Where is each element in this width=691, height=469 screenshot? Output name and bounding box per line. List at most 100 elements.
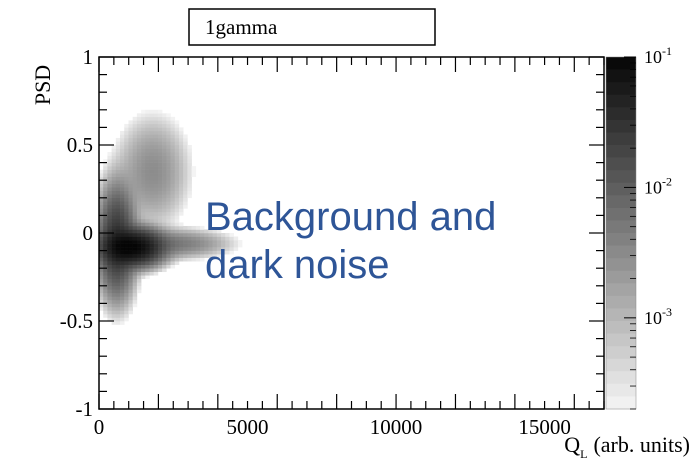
heatmap-cell [221, 233, 226, 237]
heatmap-cell [99, 236, 104, 241]
heatmap-cell [99, 303, 104, 308]
heatmap-cell [132, 166, 138, 170]
heatmap-cell [145, 190, 150, 195]
colorbar-tick-label: 10-3 [644, 305, 672, 328]
heatmap-cell [166, 243, 171, 248]
heatmap-cell [120, 169, 125, 174]
heatmap-cell [153, 120, 159, 125]
heatmap-cell [162, 247, 167, 251]
heatmap-cell [128, 218, 133, 223]
heatmap-cell [187, 173, 192, 177]
heatmap-cell [111, 233, 117, 237]
heatmap-cell [183, 201, 188, 206]
heatmap-cell [136, 123, 142, 128]
heatmap-cell [233, 236, 239, 241]
heatmap-cell [124, 240, 129, 244]
heatmap-cell [136, 211, 142, 216]
heatmap-cell [178, 130, 184, 135]
heatmap-cell [149, 120, 155, 125]
heatmap-cell [115, 222, 121, 227]
heatmap-cell [153, 113, 159, 118]
heatmap-cell [136, 176, 142, 181]
heatmap-cell [132, 250, 138, 255]
heatmap-cell [132, 285, 138, 290]
heatmap-cell [145, 201, 150, 206]
heatmap-cell [166, 236, 171, 241]
heatmap-cell [124, 296, 129, 301]
heatmap-cell [107, 152, 112, 156]
heatmap-cell [162, 261, 167, 265]
heatmap-cell [183, 159, 188, 163]
heatmap-cell [153, 155, 159, 160]
heatmap-cell [178, 152, 184, 156]
heatmap-cell [103, 275, 108, 280]
heatmap-cell [141, 145, 146, 149]
heatmap-cell [157, 113, 163, 118]
heatmap-cell [99, 271, 104, 276]
heatmap-cell [174, 240, 180, 244]
heatmap-cell [111, 275, 117, 280]
heatmap-cell [120, 162, 125, 167]
heatmap-cell [111, 261, 117, 265]
heatmap-cell [111, 236, 117, 241]
heatmap-cell [153, 247, 159, 251]
heatmap-cell [162, 120, 167, 125]
heatmap-cell [115, 275, 121, 280]
heatmap-cell [99, 233, 104, 237]
heatmap-cell [115, 194, 121, 199]
heatmap-cell [136, 243, 142, 248]
heatmap-cell [128, 243, 133, 248]
heatmap-cell [191, 250, 197, 255]
heatmap-cell [99, 197, 104, 202]
heatmap-cell [99, 292, 104, 297]
heatmap-cell [170, 247, 176, 251]
heatmap-cell [149, 229, 155, 234]
heatmap-cell [107, 264, 112, 269]
heatmap-cell [166, 116, 171, 121]
heatmap-cell [103, 296, 108, 301]
heatmap-cell [145, 116, 150, 121]
colorbar-step [606, 195, 636, 209]
heatmap-cell [120, 218, 125, 223]
heatmap-cell [128, 173, 133, 177]
heatmap-cell [183, 250, 188, 255]
heatmap-cell [157, 257, 163, 262]
heatmap-cell [187, 194, 192, 199]
heatmap-cell [149, 250, 155, 255]
heatmap-cell [136, 257, 142, 262]
heatmap-cell [124, 187, 129, 192]
heatmap-cell [107, 247, 112, 251]
heatmap-cell [103, 190, 108, 195]
heatmap-cell [111, 148, 117, 153]
heatmap-cell [103, 204, 108, 209]
heatmap-cell [141, 166, 146, 170]
heatmap-cell [115, 169, 121, 174]
heatmap-cell [149, 155, 155, 160]
heatmap-cell [153, 187, 159, 192]
heatmap-cell [128, 222, 133, 227]
heatmap-cell [170, 190, 176, 195]
heatmap-cell [145, 148, 150, 153]
heatmap-cell [136, 247, 142, 251]
heatmap-cell [128, 225, 133, 230]
heatmap-cell [141, 197, 146, 202]
heatmap-cell [145, 180, 150, 185]
heatmap-cell [124, 247, 129, 251]
heatmap-cell [170, 173, 176, 177]
heatmap-cell [157, 254, 163, 258]
heatmap-cell [221, 243, 226, 248]
heatmap-cell [99, 201, 104, 206]
heatmap-cell [170, 208, 176, 213]
heatmap-cell [136, 194, 142, 199]
heatmap-cell [166, 240, 171, 244]
heatmap-cell [107, 306, 112, 311]
heatmap-cell [132, 187, 138, 192]
heatmap-cell [107, 155, 112, 160]
heatmap-cell [174, 233, 180, 237]
heatmap-cell [166, 218, 171, 223]
heatmap-cell [157, 109, 163, 114]
heatmap-cell [145, 169, 150, 174]
heatmap-cell [166, 261, 171, 265]
heatmap-cell [132, 123, 138, 128]
heatmap-cell [149, 148, 155, 153]
